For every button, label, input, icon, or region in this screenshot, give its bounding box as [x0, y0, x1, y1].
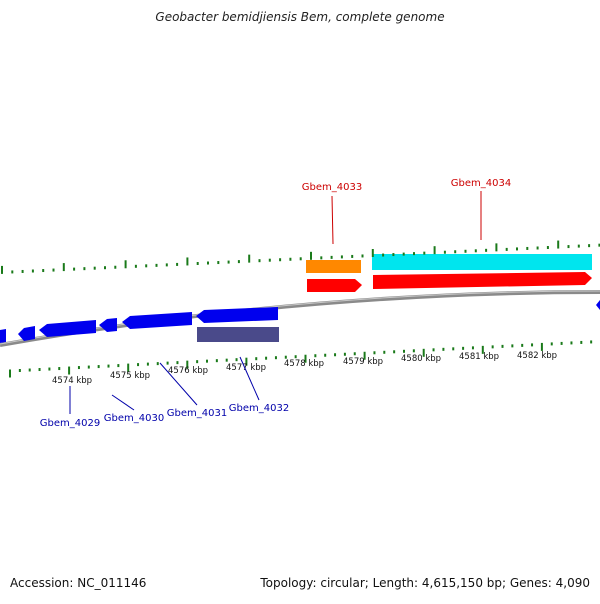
gene-leader-line	[239, 356, 260, 401]
tick-label: 4579 kbp	[343, 357, 383, 367]
feature-gbem-4032[interactable]	[197, 327, 279, 342]
cds-gbem-4032[interactable]	[196, 307, 278, 323]
cds-gbem-4034[interactable]	[373, 272, 592, 289]
cds-right-edge[interactable]	[596, 300, 600, 310]
tick-label: 4578 kbp	[284, 359, 324, 369]
feature-cyan[interactable]	[372, 254, 592, 270]
cds-gbem-4028[interactable]	[0, 329, 6, 343]
lower-tick-track	[9, 340, 593, 378]
gene-leader-line	[111, 394, 135, 411]
gene-label[interactable]: Gbem_4029	[40, 418, 100, 429]
gene-label[interactable]: Gbem_4032	[229, 403, 289, 414]
map-title: Geobacter bemidjiensis Bem, complete gen…	[155, 10, 445, 24]
tick-label: 4576 kbp	[168, 366, 208, 376]
genome-summary-text: Topology: circular; Length: 4,615,150 bp…	[260, 576, 590, 590]
cds-gbem-4029[interactable]	[18, 326, 35, 341]
gene-leader-line	[159, 362, 198, 406]
gene-label[interactable]: Gbem_4030	[104, 413, 164, 424]
genome-backbone	[0, 290, 600, 347]
tick-label: 4574 kbp	[52, 376, 92, 386]
genome-backbone-highlight	[0, 290, 600, 345]
upper-tick-track	[1, 240, 600, 274]
tick-label: 4575 kbp	[110, 371, 150, 381]
tick-labels: 4574 kbp 4575 kbp 4576 kbp 4577 kbp 4578 kbp…	[52, 351, 557, 386]
tick-label: 4577 kbp	[226, 363, 266, 373]
cds-gbem-4033[interactable]	[307, 279, 362, 292]
gene-leader-line	[331, 195, 334, 245]
gene-label[interactable]: Gbem_4033	[302, 182, 362, 193]
accession-text: Accession: NC_011146	[10, 576, 147, 590]
cds-gbem-4030[interactable]	[99, 318, 117, 332]
cds-gbem-4031[interactable]	[122, 312, 192, 329]
cds-gbem-4029b[interactable]	[39, 320, 96, 337]
tick-label: 4582 kbp	[517, 351, 557, 361]
gene-label[interactable]: Gbem_4034	[451, 178, 511, 189]
feature-orange[interactable]	[306, 260, 361, 273]
gene-labels: Gbem_4029 Gbem_4030 Gbem_4031 Gbem_4032 Gbem…	[40, 178, 511, 429]
tick-label: 4581 kbp	[459, 352, 499, 362]
tick-label: 4580 kbp	[401, 354, 441, 364]
gene-label[interactable]: Gbem_4031	[167, 408, 227, 419]
